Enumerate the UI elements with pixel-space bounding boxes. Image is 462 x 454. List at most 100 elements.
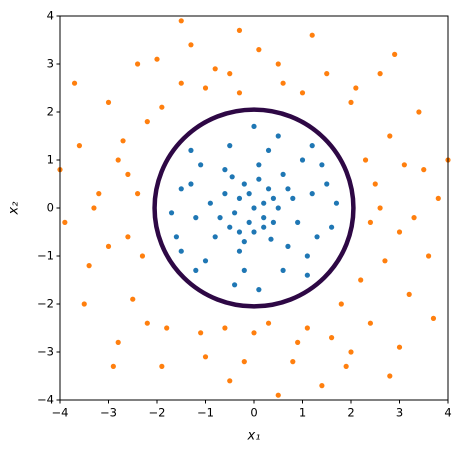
y-tick-label: 4 [47, 9, 54, 23]
point [280, 171, 286, 177]
point [275, 205, 281, 211]
x-tick-label: 0 [250, 406, 257, 420]
point [270, 219, 276, 225]
point [173, 234, 179, 240]
point [396, 229, 403, 235]
point [164, 325, 170, 331]
x-tick-label: −2 [149, 406, 166, 420]
point [81, 301, 87, 307]
point [396, 344, 403, 350]
x-tick-label: 1 [299, 406, 306, 420]
point [227, 143, 233, 149]
point [304, 325, 310, 331]
point [290, 195, 296, 201]
point [430, 315, 437, 321]
point [372, 181, 378, 187]
point [236, 195, 243, 201]
point [110, 363, 116, 369]
point [236, 90, 243, 96]
point [367, 320, 373, 326]
point [91, 205, 97, 211]
point [76, 143, 82, 149]
point [338, 301, 344, 307]
point [222, 325, 228, 331]
point [236, 229, 243, 235]
point [358, 277, 364, 283]
point [130, 296, 136, 302]
point [416, 109, 422, 115]
point [314, 234, 320, 240]
point [222, 191, 228, 197]
point [232, 210, 238, 216]
point [304, 272, 310, 278]
point [251, 330, 257, 336]
x-tick-label: −4 [52, 406, 69, 420]
point [261, 224, 267, 230]
point [275, 133, 281, 139]
point [178, 248, 184, 254]
point [144, 119, 150, 125]
point [367, 219, 373, 225]
point [188, 147, 194, 153]
point [251, 229, 257, 235]
point [159, 104, 165, 110]
point [178, 18, 184, 24]
point [309, 32, 315, 38]
point [188, 42, 194, 48]
point [246, 191, 252, 197]
point [202, 85, 209, 91]
point [62, 219, 68, 225]
point [309, 191, 315, 197]
point [135, 61, 141, 67]
point [105, 243, 112, 249]
point [280, 80, 286, 86]
point [246, 219, 252, 225]
point [115, 157, 121, 163]
point [256, 176, 262, 182]
point [193, 215, 199, 221]
point [324, 71, 330, 77]
y-tick-label: 0 [47, 201, 54, 215]
point [159, 363, 165, 369]
point [265, 186, 272, 192]
point [236, 27, 243, 33]
point [348, 99, 354, 105]
point [270, 195, 276, 201]
point [256, 162, 262, 168]
point [304, 253, 310, 259]
point [421, 167, 427, 173]
point [290, 359, 296, 365]
point [280, 267, 286, 273]
point [86, 263, 92, 269]
point [217, 215, 223, 221]
point [401, 162, 407, 168]
x-axis-label: x₁ [247, 429, 261, 444]
point [329, 335, 335, 341]
point [285, 243, 291, 249]
x-tick-label: 2 [347, 406, 354, 420]
point [343, 363, 349, 369]
point [198, 330, 204, 336]
plot-area [57, 18, 451, 398]
point [261, 200, 267, 206]
point [241, 181, 247, 187]
y-tick-label: −1 [37, 249, 54, 263]
point [212, 234, 218, 240]
y-tick-label: 3 [47, 57, 54, 71]
point [377, 205, 383, 211]
point [227, 224, 233, 230]
point [319, 162, 325, 168]
point [96, 191, 102, 197]
x-tick-label: −1 [197, 406, 214, 420]
point [299, 157, 306, 163]
point [202, 354, 209, 360]
point [333, 200, 340, 206]
point [382, 258, 388, 264]
point [256, 287, 262, 293]
point [241, 239, 247, 245]
y-tick-label: 2 [47, 105, 54, 119]
point [329, 224, 335, 230]
point [207, 200, 213, 206]
x-tick-label: −3 [100, 406, 117, 420]
point [275, 61, 281, 67]
